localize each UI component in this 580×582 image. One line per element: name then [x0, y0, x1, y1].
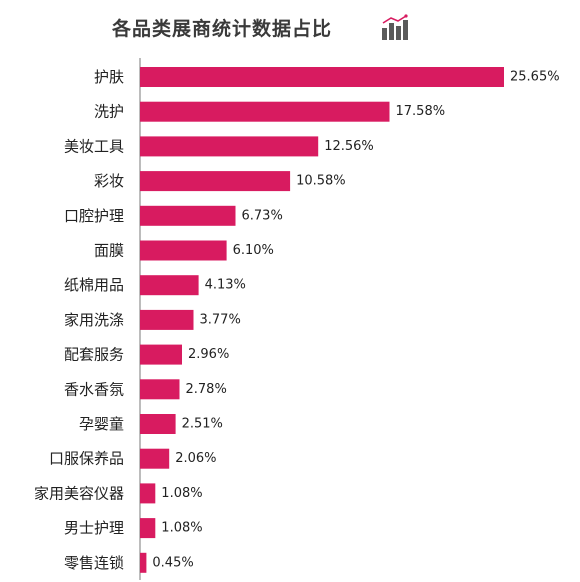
value-label: 25.65%	[510, 70, 560, 85]
bar	[140, 414, 176, 434]
category-label: 彩妆	[94, 172, 124, 190]
bar	[140, 448, 170, 469]
category-label: 香水香氛	[64, 380, 124, 398]
bar	[140, 171, 291, 192]
value-label: 1.08%	[161, 486, 202, 501]
value-label: 12.56%	[324, 139, 374, 154]
bar	[140, 309, 194, 330]
category-label: 孕婴童	[79, 415, 124, 433]
bar	[140, 101, 390, 122]
value-label: 2.96%	[188, 347, 229, 362]
category-label: 零售连锁	[64, 554, 124, 572]
category-label: 口腔护理	[64, 207, 124, 225]
title-row: 各品类展商统计数据占比	[0, 6, 580, 46]
bar	[140, 67, 504, 87]
chart-title: 各品类展商统计数据占比	[112, 18, 333, 40]
bar	[140, 240, 227, 261]
value-label: 3.77%	[200, 312, 241, 327]
value-label: 6.10%	[233, 243, 274, 258]
category-label: 护肤	[94, 68, 124, 86]
category-label: 家用美容仪器	[34, 484, 124, 502]
bar	[140, 518, 156, 539]
value-label: 2.78%	[186, 382, 227, 397]
value-label: 4.13%	[205, 278, 246, 293]
bar	[140, 136, 319, 157]
bar	[140, 552, 147, 573]
bar	[140, 379, 180, 400]
bar	[140, 483, 156, 504]
bar	[140, 205, 236, 226]
value-label: 10.58%	[296, 174, 346, 189]
value-label: 17.58%	[396, 104, 446, 119]
category-label: 美妆工具	[64, 137, 124, 155]
value-label: 0.45%	[152, 555, 193, 570]
category-label: 面膜	[94, 242, 124, 260]
category-label: 家用洗涤	[64, 311, 124, 329]
bar	[140, 275, 199, 296]
bar	[140, 344, 182, 365]
value-label: 6.73%	[242, 208, 283, 223]
category-label: 口服保养品	[49, 450, 124, 468]
category-label: 男士护理	[64, 519, 124, 537]
value-label: 1.08%	[161, 521, 202, 536]
value-label: 2.06%	[175, 451, 216, 466]
bar-chart-icon	[382, 14, 408, 40]
category-label: 洗护	[94, 103, 124, 121]
category-label: 纸棉用品	[64, 276, 124, 294]
category-label: 配套服务	[64, 346, 124, 364]
value-label: 2.51%	[182, 417, 223, 432]
